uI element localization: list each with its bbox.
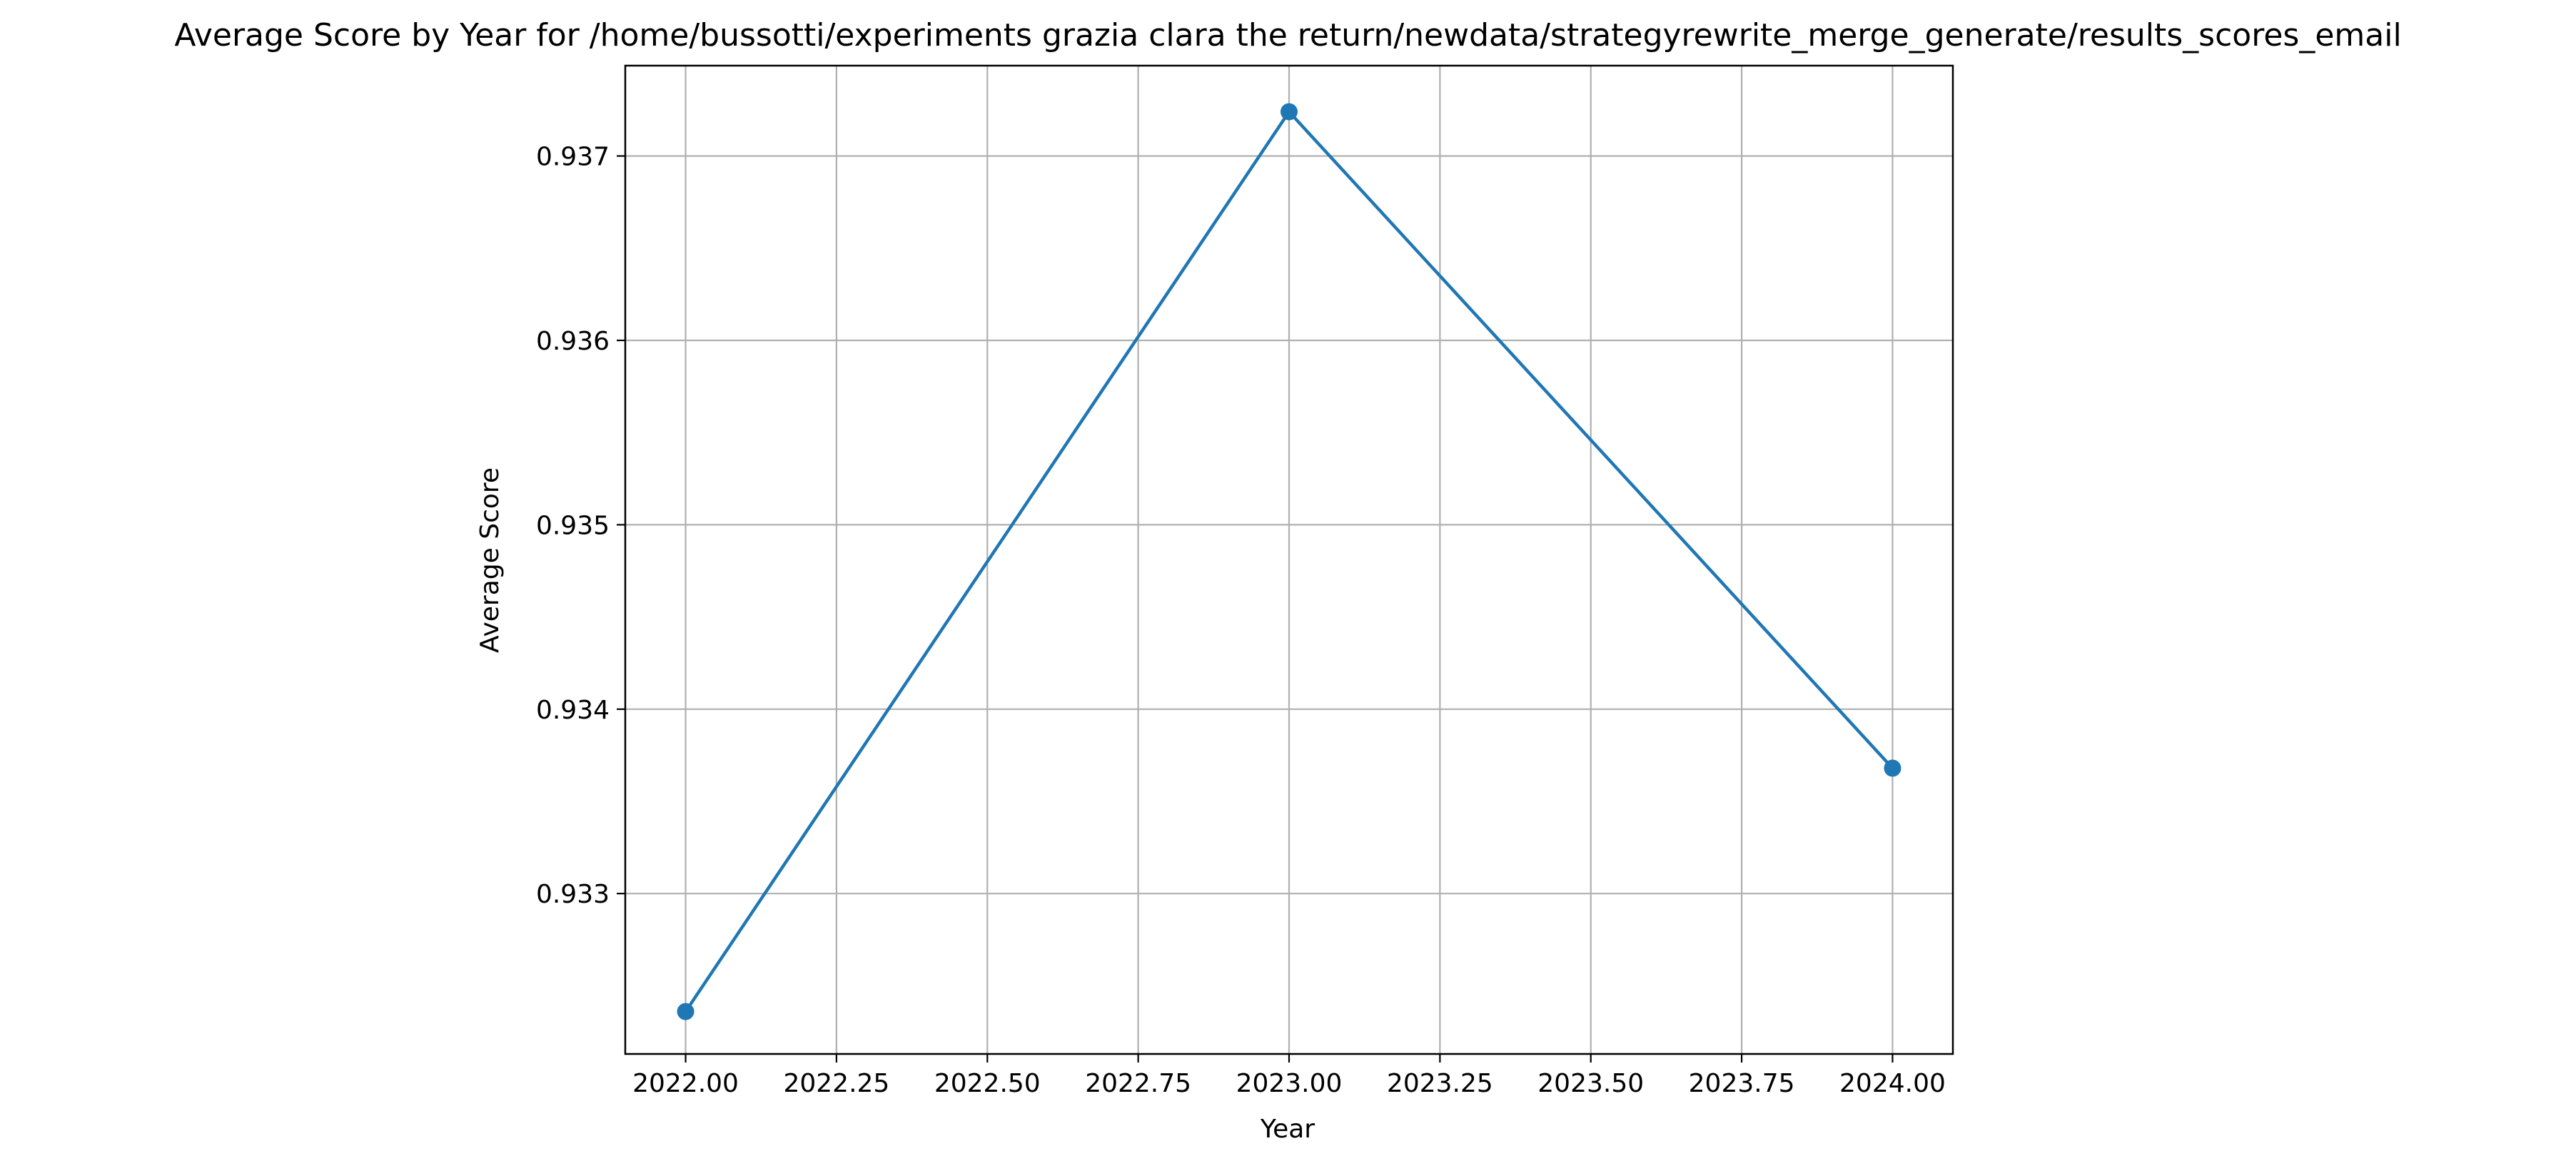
- x-tick-label: 2022.25: [783, 1069, 889, 1098]
- x-axis-ticks: 2022.00 2022.25 2022.50 2022.75 2023.00 2023.…: [632, 1054, 1946, 1098]
- x-axis-label: Year: [1260, 1115, 1315, 1144]
- x-tick-label: 2022.00: [632, 1069, 739, 1098]
- x-tick-label: 2022.50: [934, 1069, 1041, 1098]
- y-axis-ticks: 0.933 0.934 0.935 0.936 0.937: [536, 143, 625, 909]
- y-tick-label: 0.935: [536, 511, 610, 540]
- y-tick-label: 0.937: [536, 143, 610, 172]
- x-tick-label: 2023.50: [1537, 1069, 1644, 1098]
- x-tick-label: 2023.25: [1387, 1069, 1493, 1098]
- y-axis-label: Average Score: [475, 467, 505, 653]
- y-tick-label: 0.933: [536, 880, 610, 909]
- x-tick-label: 2023.00: [1236, 1069, 1343, 1098]
- x-tick-label: 2024.00: [1839, 1069, 1946, 1098]
- chart-title: Average Score by Year for /home/bussotti…: [174, 17, 2401, 54]
- x-tick-label: 2022.75: [1085, 1069, 1191, 1098]
- data-point: [1884, 759, 1901, 777]
- x-tick-label: 2023.75: [1689, 1069, 1795, 1098]
- data-point: [1281, 103, 1298, 121]
- data-point: [677, 1003, 694, 1020]
- series-layer: [677, 103, 1901, 1020]
- grid-lines: [625, 66, 1953, 1054]
- y-tick-label: 0.936: [536, 327, 610, 356]
- y-tick-label: 0.934: [536, 696, 610, 725]
